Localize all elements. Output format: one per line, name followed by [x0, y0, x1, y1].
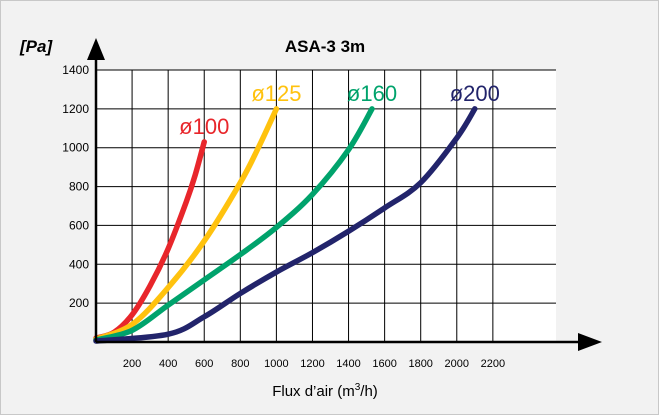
x-tick-label-200: 200 — [123, 358, 141, 370]
y-tick-label-400: 400 — [69, 257, 89, 271]
x-tick-label-1200: 1200 — [300, 358, 324, 370]
y-tick-label-1400: 1400 — [62, 63, 89, 77]
series-label-4: ø200 — [450, 81, 500, 106]
series-line-4 — [93, 106, 478, 344]
x-axis-arrowhead — [578, 333, 602, 351]
x-tick-label-1600: 1600 — [372, 358, 396, 370]
series-layer — [93, 106, 478, 344]
series-line-2 — [93, 106, 280, 342]
y-tick-label-800: 800 — [69, 180, 89, 194]
x-axis-label-end: /h) — [360, 383, 378, 400]
series-label-3: ø160 — [347, 81, 397, 106]
x-tick-label-600: 600 — [195, 358, 213, 370]
x-tick-label-1800: 1800 — [408, 358, 432, 370]
grid — [96, 69, 556, 342]
x-tick-labels: 200 400 600 800 1000 1200 1400 1600 1800 2000 2200 — [123, 358, 505, 370]
x-axis-label-superscript: 3 — [355, 382, 361, 393]
y-tick-label-1200: 1200 — [62, 102, 89, 116]
x-tick-label-1400: 1400 — [336, 358, 360, 370]
x-tick-label-2000: 2000 — [445, 358, 469, 370]
plot-area — [96, 70, 556, 342]
x-axis-label-main: Flux d’air (m — [272, 383, 355, 400]
x-tick-label-800: 800 — [231, 358, 249, 370]
chart-title: ASA-3 3m — [285, 37, 365, 56]
y-tick-labels: 200 400 600 800 1000 1200 1400 — [62, 63, 89, 310]
y-axis-arrowhead — [87, 38, 105, 60]
series-label-2: ø125 — [251, 81, 301, 106]
series-labels: ø100 ø125 ø160 ø200 — [179, 81, 500, 139]
x-tick-label-400: 400 — [159, 358, 177, 370]
y-tick-label-600: 600 — [69, 218, 89, 232]
series-label-1: ø100 — [179, 114, 229, 139]
x-axis-label: Flux d’air (m3/h) — [272, 382, 378, 400]
y-tick-label-200: 200 — [69, 296, 89, 310]
x-tick-label-2200: 2200 — [481, 358, 505, 370]
y-axis-label: [Pa] — [19, 37, 53, 56]
y-tick-label-1000: 1000 — [62, 141, 89, 155]
series-line-3 — [93, 106, 375, 343]
x-tick-label-1000: 1000 — [264, 358, 288, 370]
